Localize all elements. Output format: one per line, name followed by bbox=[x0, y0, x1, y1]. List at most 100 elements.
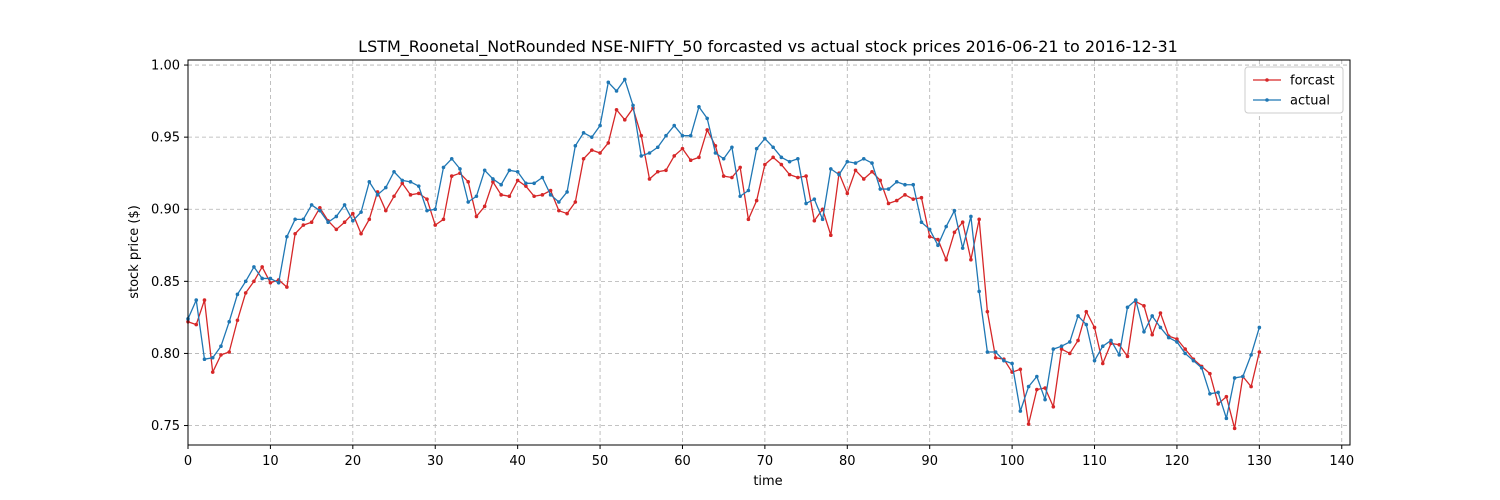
data-point-actual bbox=[1208, 392, 1212, 396]
data-point-forcast bbox=[952, 230, 957, 235]
x-tick-label: 30 bbox=[427, 454, 444, 469]
data-point-forcast bbox=[606, 141, 611, 145]
data-point-forcast bbox=[853, 168, 858, 173]
data-point-forcast bbox=[202, 298, 207, 302]
data-point-actual bbox=[532, 181, 536, 186]
data-point-forcast bbox=[1208, 371, 1212, 376]
data-point-actual bbox=[276, 280, 281, 285]
data-point-actual bbox=[1084, 322, 1089, 327]
data-point-forcast bbox=[400, 181, 405, 186]
data-point-actual bbox=[779, 155, 784, 160]
data-point-actual bbox=[1059, 344, 1064, 349]
data-point-actual bbox=[697, 105, 701, 109]
data-point-actual bbox=[655, 145, 660, 150]
data-point-forcast bbox=[639, 133, 644, 138]
data-point-actual bbox=[425, 208, 429, 213]
data-point-actual bbox=[1199, 366, 1204, 370]
data-point-actual bbox=[590, 135, 594, 139]
data-point-actual bbox=[639, 154, 644, 158]
data-point-forcast bbox=[590, 148, 594, 152]
data-point-forcast bbox=[622, 118, 627, 122]
data-point-actual bbox=[491, 177, 495, 181]
data-point-forcast bbox=[705, 128, 709, 132]
data-point-actual bbox=[705, 116, 709, 121]
data-point-forcast bbox=[870, 169, 874, 174]
data-point-actual bbox=[829, 167, 833, 171]
data-point-actual bbox=[631, 103, 635, 108]
legend-label-forcast: forcast bbox=[1290, 74, 1335, 89]
data-point-actual bbox=[730, 145, 734, 150]
x-axis-label: time bbox=[753, 474, 782, 489]
data-point-forcast bbox=[771, 155, 775, 160]
data-point-actual bbox=[227, 319, 232, 324]
data-point-forcast bbox=[911, 197, 916, 201]
data-point-forcast bbox=[993, 355, 998, 360]
data-point-forcast bbox=[1092, 325, 1097, 330]
data-point-forcast bbox=[960, 220, 965, 225]
y-tick-label: 0.80 bbox=[151, 347, 180, 362]
data-point-actual bbox=[952, 208, 957, 213]
data-point-actual bbox=[219, 344, 223, 349]
data-point-forcast bbox=[219, 353, 223, 357]
data-point-forcast bbox=[318, 206, 322, 210]
data-point-forcast bbox=[598, 151, 602, 155]
data-point-forcast bbox=[1158, 311, 1163, 315]
data-point-actual bbox=[1249, 353, 1253, 357]
data-point-forcast bbox=[227, 350, 232, 354]
data-point-forcast bbox=[507, 194, 512, 199]
data-point-actual bbox=[359, 210, 363, 214]
data-point-actual bbox=[524, 181, 528, 186]
data-point-actual bbox=[672, 123, 677, 128]
data-point-actual bbox=[787, 159, 792, 164]
data-point-actual bbox=[870, 161, 874, 165]
data-point-actual bbox=[1043, 397, 1047, 402]
data-point-forcast bbox=[812, 218, 817, 223]
data-point-actual bbox=[894, 180, 899, 184]
data-point-forcast bbox=[1125, 354, 1130, 359]
data-point-forcast bbox=[425, 197, 429, 201]
data-point-actual bbox=[919, 220, 924, 225]
data-point-actual bbox=[754, 146, 759, 151]
data-point-forcast bbox=[235, 318, 240, 323]
data-point-forcast bbox=[1035, 387, 1039, 392]
data-point-actual bbox=[886, 187, 891, 191]
data-point-forcast bbox=[252, 279, 256, 284]
data-point-actual bbox=[927, 227, 932, 232]
data-point-forcast bbox=[441, 217, 446, 222]
data-point-actual bbox=[1076, 314, 1080, 318]
data-point-forcast bbox=[482, 204, 487, 209]
data-point-actual bbox=[482, 168, 487, 173]
data-point-forcast bbox=[680, 146, 685, 151]
legend-marker-actual bbox=[1265, 98, 1269, 102]
data-point-actual bbox=[202, 357, 207, 362]
data-point-actual bbox=[622, 77, 627, 82]
data-point-actual bbox=[664, 133, 668, 138]
data-point-forcast bbox=[383, 208, 388, 213]
data-point-actual bbox=[1109, 338, 1113, 343]
data-point-forcast bbox=[342, 220, 347, 225]
data-point-forcast bbox=[969, 257, 973, 262]
data-point-actual bbox=[1150, 314, 1155, 318]
data-point-actual bbox=[293, 217, 297, 222]
x-tick-label: 100 bbox=[1000, 454, 1025, 469]
data-point-actual bbox=[1183, 351, 1187, 356]
data-point-actual bbox=[416, 184, 421, 188]
data-point-actual bbox=[400, 178, 405, 183]
data-point-forcast bbox=[367, 217, 372, 222]
data-point-actual bbox=[392, 169, 396, 174]
data-point-actual bbox=[318, 208, 322, 213]
data-point-actual bbox=[820, 217, 825, 222]
data-point-actual bbox=[763, 136, 767, 141]
data-point-actual bbox=[408, 180, 413, 184]
data-point-actual bbox=[1166, 335, 1171, 340]
data-point-forcast bbox=[1232, 426, 1237, 431]
data-point-actual bbox=[1224, 416, 1229, 421]
data-point-actual bbox=[1191, 358, 1196, 363]
data-point-actual bbox=[260, 276, 264, 281]
data-point-forcast bbox=[1043, 386, 1047, 390]
data-point-actual bbox=[969, 214, 973, 219]
x-tick-label: 0 bbox=[184, 454, 192, 469]
data-point-actual bbox=[771, 145, 775, 150]
data-point-forcast bbox=[664, 168, 668, 173]
data-point-forcast bbox=[861, 177, 866, 181]
